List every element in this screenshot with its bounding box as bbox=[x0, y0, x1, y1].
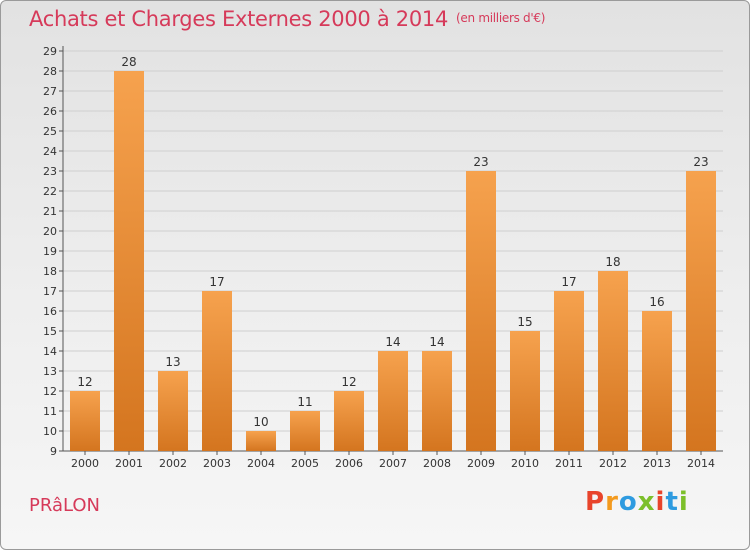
data-label: 16 bbox=[649, 295, 664, 309]
x-tick-label: 2004 bbox=[247, 457, 275, 470]
bar bbox=[686, 171, 716, 451]
data-label: 12 bbox=[77, 375, 92, 389]
y-tick-label: 12 bbox=[43, 385, 57, 398]
y-tick-label: 14 bbox=[43, 345, 57, 358]
y-tick-label: 20 bbox=[43, 225, 57, 238]
x-tick-label: 2005 bbox=[291, 457, 319, 470]
logo-letter: i bbox=[655, 487, 666, 517]
logo-letter: o bbox=[618, 487, 638, 517]
proxiti-logo: Proxiti bbox=[585, 487, 689, 517]
data-label: 14 bbox=[429, 335, 444, 349]
title-unit: (en milliers d'€) bbox=[456, 11, 546, 25]
x-tick-label: 2001 bbox=[115, 457, 143, 470]
title-text: Achats et Charges Externes 2000 à 2014 bbox=[29, 7, 449, 31]
bar bbox=[642, 311, 672, 451]
bar bbox=[114, 71, 144, 451]
logo-letter: r bbox=[605, 487, 619, 517]
logo-letter: P bbox=[585, 487, 606, 517]
bar bbox=[554, 291, 584, 451]
x-tick-label: 2012 bbox=[599, 457, 627, 470]
x-tick-label: 2014 bbox=[687, 457, 715, 470]
x-tick-label: 2006 bbox=[335, 457, 363, 470]
bar bbox=[202, 291, 232, 451]
place-name: PRâLON bbox=[29, 495, 101, 516]
y-tick-label: 21 bbox=[43, 205, 57, 218]
bar bbox=[246, 431, 276, 451]
y-tick-label: 25 bbox=[43, 125, 57, 138]
y-tick-label: 11 bbox=[43, 405, 57, 418]
y-tick-label: 23 bbox=[43, 165, 57, 178]
logo-letter: i bbox=[678, 487, 689, 517]
data-label: 23 bbox=[473, 155, 488, 169]
bar bbox=[158, 371, 188, 451]
bar bbox=[334, 391, 364, 451]
logo-letter: t bbox=[665, 487, 679, 517]
chart-title: Achats et Charges Externes 2000 à 2014 (e… bbox=[29, 7, 545, 31]
y-tick-label: 18 bbox=[43, 265, 57, 278]
y-tick-label: 10 bbox=[43, 425, 57, 438]
data-label: 12 bbox=[341, 375, 356, 389]
y-tick-label: 27 bbox=[43, 85, 57, 98]
logo-letter: x bbox=[637, 487, 656, 517]
y-tick-label: 15 bbox=[43, 325, 57, 338]
y-tick-label: 17 bbox=[43, 285, 57, 298]
y-tick-label: 19 bbox=[43, 245, 57, 258]
bar bbox=[598, 271, 628, 451]
data-label: 23 bbox=[693, 155, 708, 169]
y-tick-label: 29 bbox=[43, 45, 57, 58]
data-label: 15 bbox=[517, 315, 532, 329]
data-label: 11 bbox=[297, 395, 312, 409]
bar bbox=[422, 351, 452, 451]
data-label: 14 bbox=[385, 335, 400, 349]
y-tick-label: 26 bbox=[43, 105, 57, 118]
bar bbox=[70, 391, 100, 451]
bar bbox=[466, 171, 496, 451]
y-tick-label: 16 bbox=[43, 305, 57, 318]
x-tick-label: 2008 bbox=[423, 457, 451, 470]
y-tick-label: 24 bbox=[43, 145, 57, 158]
bar bbox=[290, 411, 320, 451]
data-label: 28 bbox=[121, 55, 136, 69]
y-tick-label: 28 bbox=[43, 65, 57, 78]
bar bbox=[378, 351, 408, 451]
y-tick-label: 22 bbox=[43, 185, 57, 198]
data-label: 13 bbox=[165, 355, 180, 369]
data-label: 10 bbox=[253, 415, 268, 429]
x-tick-label: 2007 bbox=[379, 457, 407, 470]
x-tick-label: 2013 bbox=[643, 457, 671, 470]
bar bbox=[510, 331, 540, 451]
x-tick-label: 2003 bbox=[203, 457, 231, 470]
data-label: 17 bbox=[561, 275, 576, 289]
data-label: 18 bbox=[605, 255, 620, 269]
x-tick-label: 2011 bbox=[555, 457, 583, 470]
y-tick-label: 13 bbox=[43, 365, 57, 378]
x-tick-label: 2000 bbox=[71, 457, 99, 470]
x-tick-label: 2002 bbox=[159, 457, 187, 470]
data-label: 17 bbox=[209, 275, 224, 289]
x-tick-label: 2010 bbox=[511, 457, 539, 470]
y-tick-label: 9 bbox=[50, 445, 57, 458]
x-tick-label: 2009 bbox=[467, 457, 495, 470]
